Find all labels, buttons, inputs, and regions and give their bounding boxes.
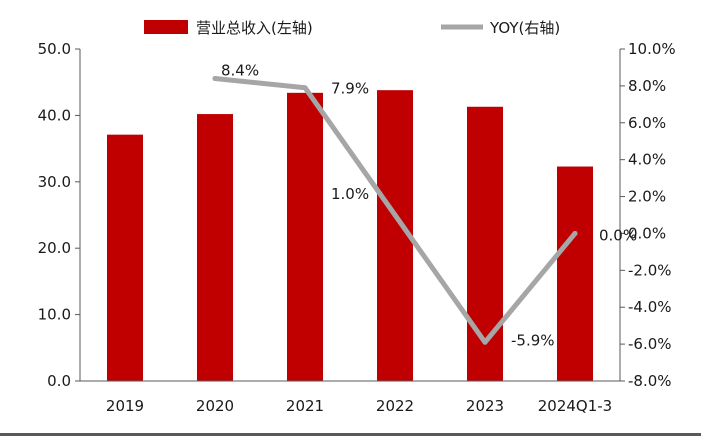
right-tick-label: 8.0% (628, 77, 666, 95)
yoy-point-2021 (302, 85, 308, 91)
legend-label-revenue: 营业总收入(左轴) (196, 19, 313, 37)
right-tick-label: 4.0% (628, 151, 666, 169)
x-tick-label: 2024Q1-3 (538, 397, 612, 415)
bar-2023 (467, 106, 503, 381)
yoy-label-2020: 8.4% (221, 62, 259, 80)
left-tick-label: 20.0 (38, 239, 71, 257)
x-tick-label: 2021 (286, 397, 324, 415)
yoy-label-2022: 1.0% (331, 185, 369, 203)
x-tick-label: 2019 (106, 397, 144, 415)
yoy-point-2022 (392, 212, 398, 218)
left-tick-label: 10.0 (38, 306, 71, 324)
right-tick-label: 2.0% (628, 188, 666, 206)
yoy-label-2024Q1-3: 0.0% (599, 226, 637, 244)
legend: 营业总收入(左轴) YOY(右轴) (144, 19, 560, 37)
yoy-point-2024Q1-3 (572, 230, 578, 236)
x-tick-label: 2023 (466, 397, 504, 415)
left-tick-label: 40.0 (38, 106, 71, 124)
right-tick-label: -2.0% (628, 261, 672, 279)
right-tick-label: 6.0% (628, 114, 666, 132)
left-tick-label: 50.0 (38, 40, 71, 58)
bar-2019 (107, 134, 143, 381)
legend-swatch-revenue (144, 20, 188, 34)
right-tick-label: 0.0% (628, 224, 666, 242)
bar-2024Q1-3 (557, 166, 593, 381)
yoy-point-2023 (482, 339, 488, 345)
data-labels: 8.4% 7.9% 1.0% -5.9% 0.0% (221, 62, 637, 350)
x-tick-label: 2020 (196, 397, 234, 415)
legend-label-yoy: YOY(右轴) (489, 19, 560, 37)
left-tick-label: 30.0 (38, 173, 71, 191)
right-tick-label: -8.0% (628, 372, 672, 390)
right-tick-label: -4.0% (628, 298, 672, 316)
bar-2020 (197, 114, 233, 382)
x-tick-label: 2022 (376, 397, 414, 415)
yoy-label-2023: -5.9% (511, 331, 555, 349)
right-tick-label: 10.0% (628, 40, 676, 58)
yoy-label-2021: 7.9% (331, 80, 369, 98)
yoy-point-2020 (212, 76, 218, 82)
right-tick-label: -6.0% (628, 335, 672, 353)
left-tick-label: 0.0 (47, 372, 71, 390)
line-series (212, 76, 578, 345)
axes: 0.0 10.0 20.0 30.0 40.0 50.0 -8.0% -6.0% -4.0% -2… (38, 40, 676, 415)
bar-2021 (287, 92, 323, 381)
